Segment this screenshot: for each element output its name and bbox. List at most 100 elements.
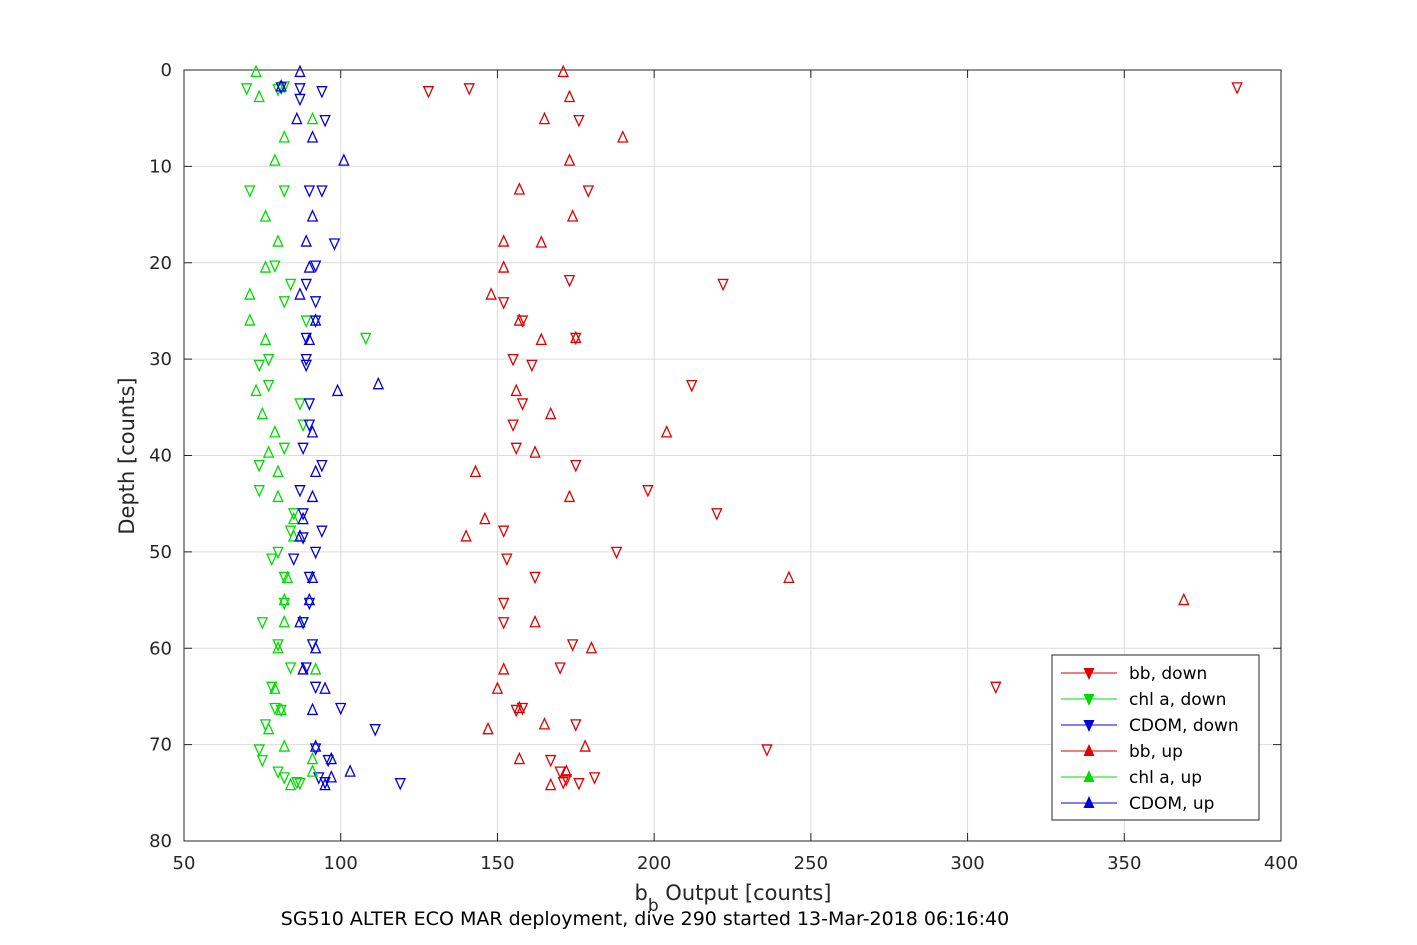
marker-triangle-down [501,553,513,566]
marker-triangle-down [422,86,435,99]
x-tick-label: 150 [480,853,514,874]
marker-triangle-down [278,571,291,585]
marker-triangle-down [573,114,585,128]
marker-triangle-down [328,238,341,251]
marker-triangle-down [297,617,309,630]
marker-triangle-up [309,640,322,654]
marker-triangle-up [617,130,629,143]
marker-triangle-down [294,93,306,107]
y-tick-label: 70 [149,735,172,756]
marker-triangle-down [303,571,316,585]
marker-triangle-down [990,681,1002,695]
marker-triangle-up [250,64,262,78]
x-axis-label: bb Output [counts] [634,881,831,916]
marker-triangle-down [334,702,347,716]
marker-triangle-down [686,379,698,393]
marker-triangle-down [316,459,328,473]
marker-triangle-up [259,332,272,346]
marker-triangle-down [278,772,291,785]
marker-triangle-down [297,532,309,545]
marker-triangle-down [303,185,316,198]
x-tick-label: 100 [324,853,358,874]
marker-triangle-down [582,185,595,198]
axis-ticks: 50 100 150 200 250 300 350 400 0 10 20 30 40 50 60 70 80 [149,60,1298,874]
marker-triangle-up [284,777,297,791]
marker-triangle-up [306,702,319,716]
marker-triangle-up [513,751,526,765]
marker-triangle-down [256,754,269,768]
marker-triangle-down [554,662,566,675]
series-2 [275,82,407,791]
marker-triangle-up [479,511,491,525]
marker-triangle-up [529,445,541,458]
marker-triangle-down [316,185,328,198]
marker-triangle-down [1231,82,1243,95]
marker-triangle-down [526,359,538,373]
marker-triangle-down [266,553,278,566]
marker-triangle-up [513,182,526,195]
marker-triangle-up [287,529,300,542]
marker-triangle-up [309,662,322,675]
marker-triangle-down [297,508,309,521]
marker-triangle-down [287,508,300,521]
marker-triangle-down [510,442,522,456]
marker-triangle-up [319,681,331,694]
marker-triangle-down [272,546,284,560]
marker-triangle-down [497,525,510,539]
marker-triangle-up [460,529,472,542]
marker-triangle-down [294,398,306,411]
marker-triangle-down [557,777,569,790]
marker-triangle-down [278,442,291,456]
marker-triangle-up [306,570,319,584]
y-tick-label: 0 [161,60,172,81]
legend: bb, down chl a, down CDOM, down bb, up chl a… [1051,654,1260,821]
marker-triangle-down [497,597,510,611]
marker-triangle-up [331,383,344,397]
marker-triangle-up [294,529,306,542]
marker-triangle-up [535,235,548,248]
marker-triangle-down [262,379,275,393]
marker-triangle-down [272,639,284,652]
marker-triangle-down [610,546,623,560]
marker-triangle-up [300,234,312,247]
marker-triangle-up [570,330,582,344]
marker-triangle-up [579,739,591,752]
marker-triangle-down [300,315,312,328]
legend-label: bb, up [1129,742,1183,762]
marker-triangle-up [256,406,269,420]
marker-triangle-down [566,639,579,652]
marker-triangle-down [253,485,265,498]
marker-triangle-up [325,751,338,765]
marker-triangle-up [783,570,795,584]
marker-triangle-up [485,287,497,300]
marker-triangle-up [325,770,338,783]
marker-triangle-down [300,359,312,373]
marker-triangle-down [316,86,328,99]
chart-caption: SG510 ALTER ECO MAR deployment, dive 290… [281,908,1009,930]
legend-marker [1083,668,1095,680]
marker-triangle-down [275,82,287,95]
y-tick-label: 20 [149,253,172,274]
marker-triangle-up [281,570,294,584]
marker-triangle-up [306,425,319,438]
marker-triangle-up [303,332,316,346]
marker-triangle-down [570,459,582,473]
marker-triangle-up [469,464,482,478]
series-4 [244,64,322,791]
legend-label: CDOM, up [1129,794,1214,814]
marker-triangle-up [560,764,573,777]
data-markers [240,64,1243,791]
marker-triangle-up [319,777,331,791]
marker-triangle-up [291,111,303,125]
marker-triangle-up [544,777,557,791]
legend-box [1051,654,1260,821]
marker-triangle-up [278,130,291,143]
marker-triangle-down [262,353,275,367]
marker-triangle-up [563,89,576,103]
marker-triangle-down [563,274,576,288]
marker-triangle-up [269,153,281,166]
y-tick-label: 10 [149,156,172,177]
legend-label: CDOM, down [1129,716,1239,736]
marker-triangle-down [360,332,372,346]
marker-triangle-up [306,489,319,503]
